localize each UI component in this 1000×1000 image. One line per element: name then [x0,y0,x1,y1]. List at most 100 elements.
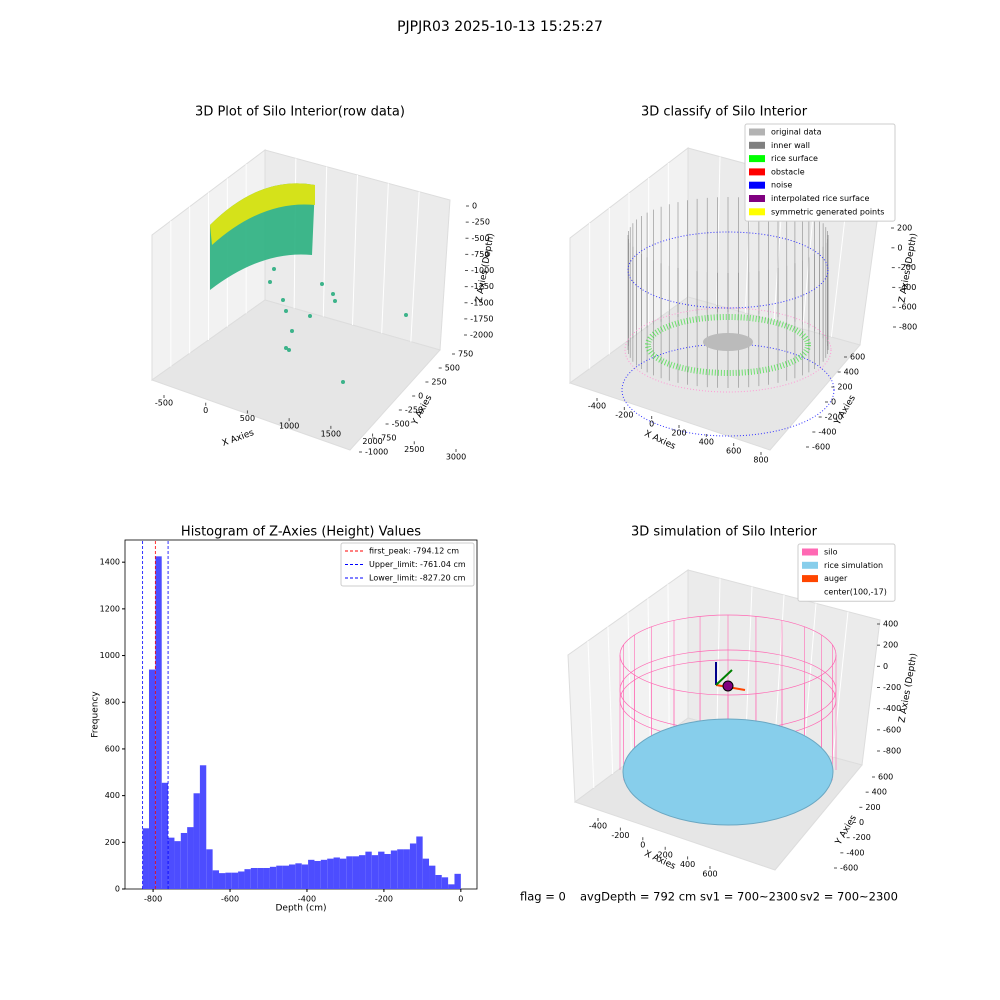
tick-label: 500 [240,414,255,423]
legend-label: Lower_limit: -827.20 cm [369,574,466,583]
ring [624,307,832,393]
plot-0: 3D Plot of Silo Interior(row data) -500 0 5… [150,105,497,462]
point [333,299,337,303]
tick-label: 600 [726,447,741,456]
axis-y [715,669,733,686]
tick-label: -600 [840,864,858,873]
tick-label: -750 [378,434,396,443]
tick-label: 600 [878,773,893,782]
pane-grid [716,156,721,306]
legend-label: obstacle [771,167,805,176]
bar [378,851,385,889]
tick-label: -750 [471,250,489,259]
bar [320,859,328,889]
y-tick-label: 200 [105,838,120,847]
plot-title: Histogram of Z-Axies (Height) Values [181,525,421,540]
tick-label: -200 [883,683,901,692]
point [404,313,408,317]
bar [148,669,156,889]
pane-grid [745,586,753,734]
point [284,309,288,313]
tick-label: -400 [818,428,836,437]
pane-grid [607,626,614,775]
bar [295,863,302,889]
legend-label: interpolated rice surface [771,194,869,203]
tick-label: 400 [699,438,714,447]
bar [269,866,277,889]
point-cloud-top [210,183,315,245]
tick-label: 0 [859,818,864,827]
pane-grid [587,640,595,789]
tick-label: -800 [883,747,901,756]
footer-sv1: sv1 = 700~2300 [700,890,798,904]
y-tick-label: 1400 [100,558,120,567]
bar [212,870,219,889]
bar [346,856,353,889]
tick-label: -500 [155,399,173,408]
bar [359,855,366,889]
plot-area [124,539,478,890]
ring [621,343,835,437]
y-tick-label: 1000 [100,651,120,660]
legend-label: Upper_limit: -761.04 cm [369,560,466,569]
pane-grid [716,578,721,726]
tick-label: -200 [611,831,629,840]
legend-label: silo [824,548,838,557]
bar [218,873,226,889]
bar [352,856,360,889]
tick-label: 0 [831,398,836,407]
pane-grid [667,584,670,733]
tick-label: 200 [883,641,898,650]
tick-label: -800 [899,323,917,332]
bar [244,869,251,889]
bar [384,853,391,889]
axis-label: Y Axies [832,393,858,427]
pane-grid [322,166,328,317]
legend-swatch [802,548,818,556]
point [341,380,345,384]
rice [645,314,811,376]
legend-label: noise [771,181,792,190]
point [281,298,285,302]
point [308,314,312,318]
tick-label: 2000 [362,437,382,446]
legend-swatch [749,181,765,189]
x-tick-label: -600 [221,895,239,904]
pane-grid [627,612,632,761]
bar [257,867,264,889]
bar [206,849,213,889]
legend-box [744,123,896,222]
tick-label: -400 [846,848,864,857]
bar [390,850,398,889]
point [272,267,276,271]
plot-1: 3D classify of Silo Interior-400-2000200… [568,105,920,465]
pane-grid [774,594,785,742]
tick-label: -600 [812,443,830,452]
bar [441,877,449,889]
tick-label: 200 [865,803,880,812]
bar [250,867,258,889]
bar [429,865,436,889]
bar [327,858,334,889]
bar [276,865,283,889]
tick-label: 600 [850,353,865,362]
tick-label: -1000 [471,266,494,275]
tick-label: 200 [897,224,912,233]
figure-title: PJPJR03 2025-10-13 15:25:27 [397,19,603,35]
bar [308,859,315,889]
tick-label: -200 [898,263,916,272]
tick-label: -1250 [471,282,494,291]
legend-box [797,543,896,602]
legend-swatch [749,208,765,216]
x-axis-label: Depth (cm) [275,904,326,914]
bar [422,858,430,889]
y-tick-label: 800 [105,698,120,707]
tick-label: -400 [589,822,607,831]
tick-label: 2500 [404,445,424,454]
bar [454,873,461,889]
tick-label: -1750 [470,314,493,323]
tick-label: -500 [472,234,490,243]
legend-swatch [802,575,818,583]
y-tick-label: 1200 [100,604,120,613]
